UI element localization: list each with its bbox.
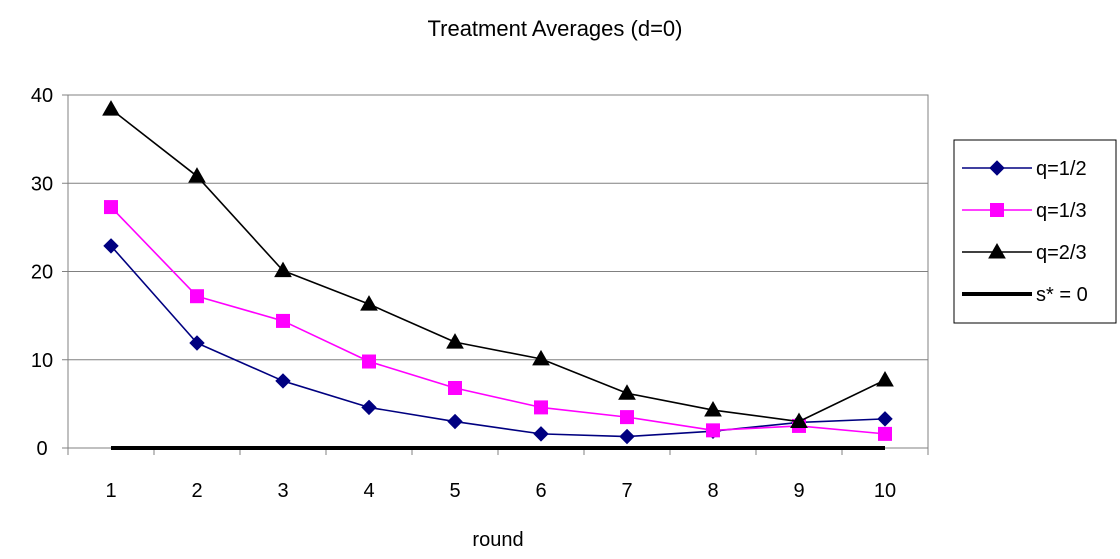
data-point bbox=[104, 200, 118, 215]
x-tick-label: 1 bbox=[105, 480, 116, 502]
x-tick-label: 5 bbox=[449, 480, 460, 502]
x-tick-label: 4 bbox=[363, 480, 374, 502]
data-point bbox=[533, 426, 549, 442]
chart-title: Treatment Averages (d=0) bbox=[428, 16, 683, 41]
data-point bbox=[274, 261, 292, 278]
legend-item-4: s* = 0 bbox=[962, 284, 1088, 306]
data-point bbox=[619, 428, 635, 445]
series-layer bbox=[102, 100, 894, 450]
y-tick-label: 10 bbox=[31, 350, 53, 372]
x-axis-title: round bbox=[472, 529, 523, 551]
legend-marker bbox=[990, 203, 1004, 217]
data-point bbox=[275, 373, 291, 389]
data-point bbox=[103, 238, 119, 254]
y-tick-label: 20 bbox=[31, 262, 53, 284]
data-point bbox=[620, 410, 634, 425]
legend-item-3: q=2/3 bbox=[962, 242, 1087, 264]
data-point bbox=[877, 411, 893, 427]
x-tick-label: 3 bbox=[277, 480, 288, 502]
series-line bbox=[110, 108, 886, 423]
legend-marker bbox=[989, 160, 1005, 176]
data-point bbox=[448, 380, 462, 395]
data-point bbox=[532, 349, 550, 366]
data-point bbox=[878, 426, 892, 441]
y-tick-label: 30 bbox=[31, 173, 53, 195]
legend: q=1/2 q=1/3 q=2/3 s* = 0 bbox=[953, 139, 1117, 324]
legend-label: s* = 0 bbox=[1036, 284, 1088, 306]
series-2 bbox=[104, 200, 892, 441]
legend-label: q=2/3 bbox=[1036, 242, 1087, 264]
series-line bbox=[110, 206, 886, 435]
data-point bbox=[534, 400, 548, 415]
data-point bbox=[876, 371, 894, 387]
series-1 bbox=[103, 238, 893, 445]
legend-label: q=1/2 bbox=[1036, 158, 1087, 180]
data-point bbox=[446, 333, 464, 349]
x-tick-label: 7 bbox=[621, 480, 632, 502]
data-point bbox=[190, 289, 204, 304]
data-point bbox=[188, 167, 206, 183]
x-tick-label: 6 bbox=[535, 480, 546, 502]
data-point bbox=[362, 354, 376, 369]
x-tick-label: 8 bbox=[707, 480, 718, 502]
data-point bbox=[360, 295, 378, 311]
data-point bbox=[447, 413, 463, 430]
data-point bbox=[189, 335, 205, 351]
legend-marker bbox=[988, 242, 1006, 259]
series-line bbox=[110, 245, 886, 438]
gridlines bbox=[68, 94, 928, 361]
y-tick-label: 40 bbox=[31, 85, 53, 107]
data-point bbox=[361, 399, 377, 416]
data-point bbox=[704, 401, 722, 417]
x-tick-label: 10 bbox=[874, 480, 896, 502]
x-tick-label: 9 bbox=[793, 480, 804, 502]
legend-item-2: q=1/3 bbox=[962, 200, 1087, 222]
data-point bbox=[706, 423, 720, 438]
series-3 bbox=[102, 100, 894, 429]
legend-item-1: q=1/2 bbox=[962, 158, 1087, 180]
plot-area: 0 10 20 30 40 1 2 3 4 5 6 7 8 9 10 bbox=[31, 85, 929, 502]
data-point bbox=[618, 384, 636, 400]
data-point bbox=[276, 313, 290, 328]
data-point bbox=[790, 412, 808, 429]
y-tick-label: 0 bbox=[36, 438, 47, 460]
data-point bbox=[102, 100, 120, 116]
axes: 0 10 20 30 40 1 2 3 4 5 6 7 8 9 10 bbox=[31, 85, 929, 502]
legend-label: q=1/3 bbox=[1036, 200, 1087, 222]
x-tick-label: 2 bbox=[191, 480, 202, 502]
